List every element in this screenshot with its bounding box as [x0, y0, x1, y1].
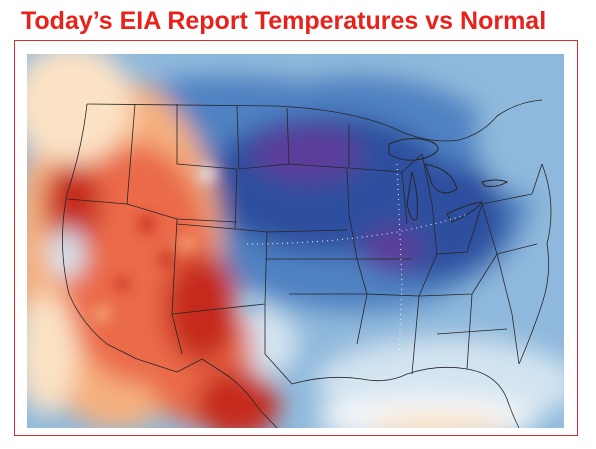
great-lakes: [388, 138, 509, 223]
map-frame: [14, 40, 578, 436]
anomaly-speckle: [92, 164, 509, 324]
dotted-lines: [246, 163, 468, 355]
temperature-anomaly-map: [27, 54, 564, 428]
anomaly-field: [27, 54, 564, 428]
state-borders: [62, 99, 552, 428]
page-title: Today’s EIA Report Temperatures vs Norma…: [21, 7, 547, 35]
